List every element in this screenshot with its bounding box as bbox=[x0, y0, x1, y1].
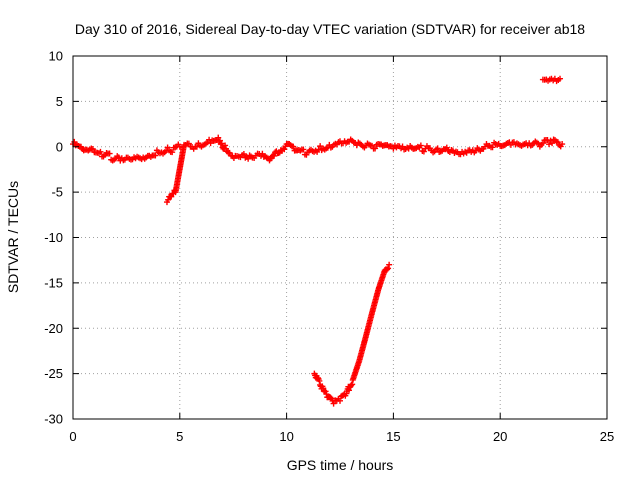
data-point bbox=[168, 193, 175, 200]
data-point-interp bbox=[89, 146, 96, 153]
x-tick-label: 0 bbox=[69, 429, 76, 444]
data-point-interp bbox=[383, 266, 390, 273]
data-point-interp bbox=[152, 152, 159, 159]
data-point-interp bbox=[549, 140, 556, 147]
data-point-interp bbox=[290, 143, 297, 150]
data-point-interp bbox=[417, 142, 424, 149]
x-tick-label: 25 bbox=[600, 429, 614, 444]
data-point-interp bbox=[300, 146, 307, 153]
x-axis-label: GPS time / hours bbox=[287, 457, 394, 473]
data-point-interp bbox=[165, 196, 172, 203]
data-point bbox=[330, 400, 337, 407]
data-point-interp bbox=[281, 146, 288, 153]
data-point-interp bbox=[185, 140, 192, 147]
data-point-interp bbox=[218, 140, 225, 147]
data-point-interp bbox=[327, 394, 334, 401]
data-point-interp bbox=[222, 142, 229, 149]
data-point-interp bbox=[489, 144, 496, 151]
x-tick-label: 10 bbox=[279, 429, 293, 444]
data-point bbox=[386, 261, 393, 268]
y-tick-label: -25 bbox=[44, 366, 63, 381]
data-point bbox=[240, 151, 247, 158]
y-axis-label: SDTVAR / TECUs bbox=[5, 181, 21, 293]
data-point-interp bbox=[317, 143, 324, 150]
y-tick-label: 5 bbox=[56, 94, 63, 109]
data-point-interp bbox=[106, 150, 113, 157]
y-tick-label: 10 bbox=[49, 49, 63, 64]
y-tick-label: -30 bbox=[44, 412, 63, 427]
data-point-interp bbox=[97, 148, 104, 155]
grid-layer bbox=[73, 56, 607, 419]
y-tick-label: -20 bbox=[44, 321, 63, 336]
y-tick-label: -15 bbox=[44, 275, 63, 290]
data-point-interp bbox=[546, 141, 553, 148]
data-point bbox=[557, 75, 564, 82]
data-point bbox=[337, 397, 343, 404]
data-point-interp bbox=[372, 145, 379, 152]
data-point-interp bbox=[434, 145, 441, 152]
chart-title: Day 310 of 2016, Sidereal Day-to-day VTE… bbox=[75, 21, 585, 37]
data-point-interp bbox=[115, 154, 122, 161]
data-point-interp bbox=[385, 265, 392, 272]
x-tick-label: 15 bbox=[386, 429, 400, 444]
y-tick-label: 0 bbox=[56, 139, 63, 154]
tick-layer: 0 5 10 15 20 25 -30 -25 -20 -15 -10 -5 0 5 10 bbox=[44, 49, 614, 445]
y-tick-label: -10 bbox=[44, 230, 63, 245]
x-tick-label: 20 bbox=[493, 429, 507, 444]
x-tick-label: 5 bbox=[176, 429, 183, 444]
data-point-interp bbox=[271, 152, 278, 159]
data-point-interp bbox=[316, 377, 323, 384]
data-point-interp bbox=[169, 149, 176, 156]
data-points bbox=[70, 75, 566, 407]
data-point-interp bbox=[323, 391, 330, 398]
data-point bbox=[559, 141, 566, 148]
y-tick-label: -5 bbox=[51, 185, 63, 200]
data-point bbox=[443, 144, 450, 151]
